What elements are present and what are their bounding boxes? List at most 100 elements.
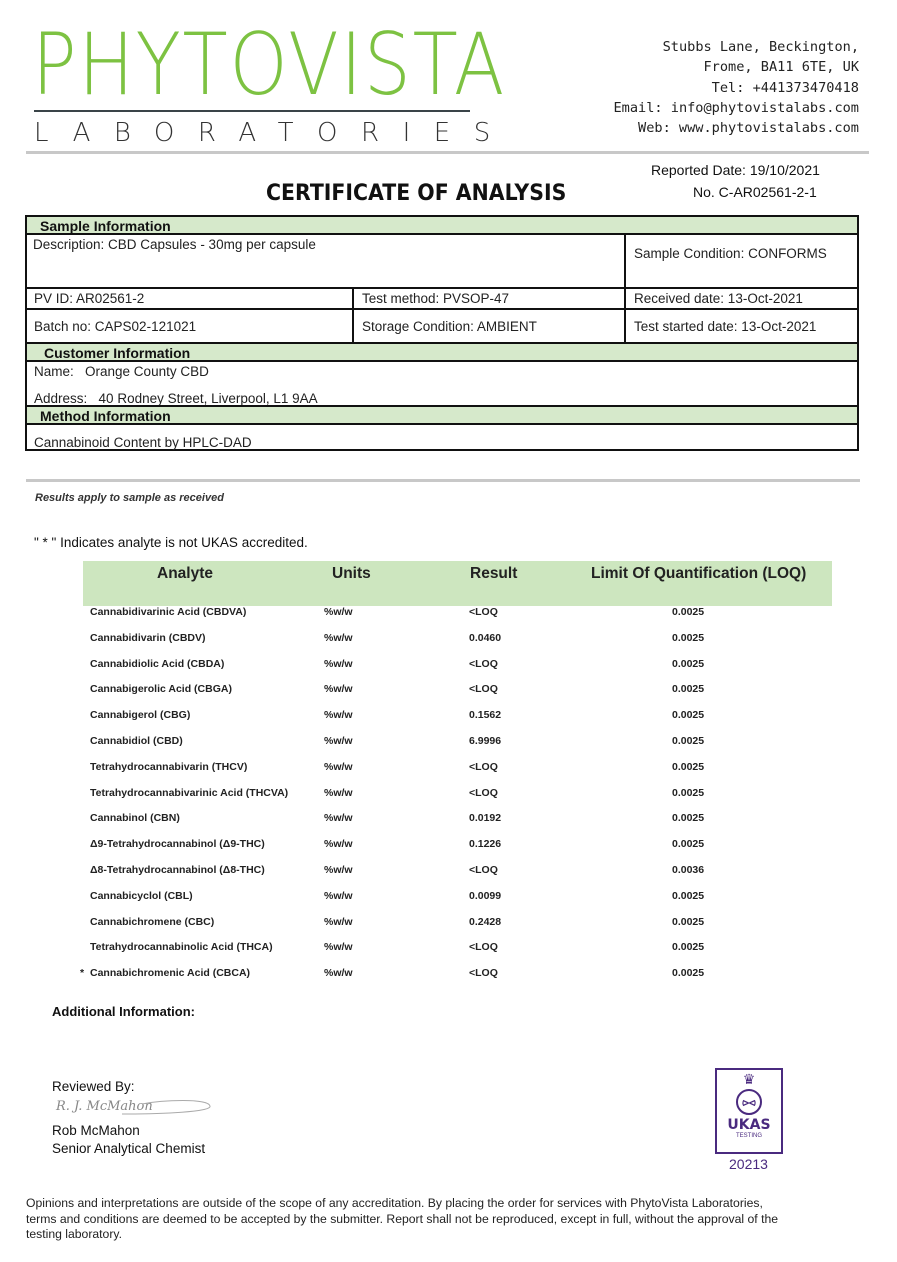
customer-name: Name: Orange County CBD xyxy=(34,364,209,379)
units: %w/w xyxy=(324,838,353,851)
signature: R. J. McMahon xyxy=(52,1096,211,1122)
result: <LOQ xyxy=(469,683,498,696)
result: <LOQ xyxy=(469,657,498,670)
result: <LOQ xyxy=(469,941,498,954)
signature-text: R. J. McMahon xyxy=(56,1099,153,1114)
loq: 0.0025 xyxy=(672,838,705,851)
analyte: Δ9-Tetrahydrocannabinol (Δ9-THC) xyxy=(90,838,265,851)
result: 0.0099 xyxy=(469,889,502,902)
loq: 0.0025 xyxy=(672,889,705,902)
units: %w/w xyxy=(324,864,353,876)
analyte: Cannabichromene (CBC) xyxy=(90,915,215,928)
logo-subtitle: LABORATORIES xyxy=(34,118,514,148)
analyte: Cannabigerol (CBG) xyxy=(90,709,191,722)
units: %w/w xyxy=(324,631,353,644)
ukas-note: " * " Indicates analyte is not UKAS accr… xyxy=(34,535,308,550)
units: %w/w xyxy=(324,941,353,954)
units: %w/w xyxy=(324,889,353,902)
analyte: Cannabidiolic Acid (CBDA) xyxy=(90,657,225,670)
result: 0.0192 xyxy=(469,812,502,825)
divider xyxy=(26,479,860,482)
batch-no: Batch no: CAPS02-121021 xyxy=(34,319,197,334)
loq: 0.0025 xyxy=(672,915,705,928)
value: Orange County CBD xyxy=(85,364,209,379)
ukas-text: UKAS xyxy=(727,1117,771,1133)
table-row: * Cannabichromenic Acid (CBCA) %w/w <LOQ 0.0… xyxy=(0,967,897,993)
table-row: Cannabicyclol (CBL) %w/w 0.0099 0.0025 xyxy=(0,890,897,916)
email: Email: info@phytovistalabs.com xyxy=(613,99,859,116)
additional-information: Additional Information: xyxy=(52,1004,195,1019)
result: 0.0460 xyxy=(469,631,502,644)
test-method: Test method: PVSOP-47 xyxy=(362,291,510,306)
units: %w/w xyxy=(324,709,353,722)
label: Name: xyxy=(34,364,74,379)
section-header-method: Method Information xyxy=(27,407,857,425)
logo: PHYTOVISTA xyxy=(32,15,507,115)
result: <LOQ xyxy=(469,760,498,773)
result: 0.1562 xyxy=(469,709,502,722)
analyte: Cannabidivarinic Acid (CBDVA) xyxy=(90,606,247,618)
reviewed-by-label: Reviewed By: xyxy=(52,1079,135,1094)
analyte: Cannabidiol (CBD) xyxy=(90,735,183,747)
units: %w/w xyxy=(324,967,353,980)
analyte: Cannabinol (CBN) xyxy=(90,812,180,825)
analyte: Tetrahydrocannabivarinic Acid (THCVA) xyxy=(90,786,289,799)
section-header-sample: Sample Information xyxy=(27,217,857,235)
analyte: Δ8-Tetrahydrocannabinol (Δ8-THC) xyxy=(90,864,265,876)
disclaimer: Opinions and interpretations are outside… xyxy=(26,1196,779,1241)
loq: 0.0025 xyxy=(672,941,705,954)
address-line: Stubbs Lane, Beckington, xyxy=(662,39,859,55)
table-row: Cannabidiol (CBD) %w/w 6.9996 0.0025 xyxy=(0,735,897,761)
pv-id: PV ID: AR02561-2 xyxy=(34,291,145,306)
table-row: Cannabinol (CBN) %w/w 0.0192 0.0025 xyxy=(0,812,897,838)
lab-address: Stubbs Lane, Beckington, Frome, BA11 6TE… xyxy=(613,37,859,138)
address-line: Frome, BA11 6TE, UK xyxy=(703,59,860,76)
divider xyxy=(27,342,857,344)
units: %w/w xyxy=(324,786,353,799)
analyte: Cannabicyclol (CBL) xyxy=(90,889,193,902)
table-row: Tetrahydrocannabivarinic Acid (THCVA) %w/… xyxy=(0,787,897,813)
row-mark: * xyxy=(80,967,85,980)
loq: 0.0025 xyxy=(672,812,705,825)
table-row: Δ8-Tetrahydrocannabinol (Δ8-THC) %w/w <LOQ… xyxy=(0,864,897,890)
divider xyxy=(27,308,857,310)
col-loq: Limit Of Quantification (LOQ) xyxy=(591,565,807,582)
results-table-header: Analyte Units Result Limit Of Quantifica… xyxy=(83,561,832,606)
logo-rule xyxy=(34,110,470,112)
units: %w/w xyxy=(324,760,353,773)
reviewer-name: Rob McMahon xyxy=(52,1123,140,1138)
result: 0.1226 xyxy=(469,838,502,851)
table-row: Cannabichromene (CBC) %w/w 0.2428 0.0025 xyxy=(0,916,897,942)
loq: 0.0025 xyxy=(672,709,705,722)
analyte: Tetrahydrocannabinolic Acid (THCA) xyxy=(90,941,273,954)
divider xyxy=(26,151,869,154)
storage-condition: Storage Condition: AMBIENT xyxy=(362,319,537,334)
ukas-logo: ♛ ⪧⪦ UKAS TESTING xyxy=(715,1068,783,1154)
units: %w/w xyxy=(324,812,353,825)
table-row: Δ9-Tetrahydrocannabinol (Δ9-THC) %w/w 0.12… xyxy=(0,838,897,864)
page-title: CERTIFICATE OF ANALYSIS xyxy=(266,181,567,206)
divider xyxy=(27,405,857,407)
table-row: Cannabidiolic Acid (CBDA) %w/w <LOQ 0.0025 xyxy=(0,658,897,684)
loq: 0.0025 xyxy=(672,786,705,799)
test-started-date: Test started date: 13-Oct-2021 xyxy=(634,319,817,334)
method-value: Cannabinoid Content by HPLC-DAD xyxy=(34,435,252,450)
col-analyte: Analyte xyxy=(157,565,213,582)
table-row: Cannabidivarin (CBDV) %w/w 0.0460 0.0025 xyxy=(0,632,897,658)
ukas-sub: TESTING xyxy=(735,1133,762,1139)
crown-icon: ♛ xyxy=(742,1071,756,1087)
loq: 0.0025 xyxy=(672,760,705,773)
received-date: Received date: 13-Oct-2021 xyxy=(634,291,803,306)
sample-condition: Sample Condition: CONFORMS xyxy=(634,246,827,261)
table-row: Cannabigerolic Acid (CBGA) %w/w <LOQ 0.0025 xyxy=(0,683,897,709)
units: %w/w xyxy=(324,606,353,618)
result: 0.2428 xyxy=(469,915,502,928)
col-units: Units xyxy=(332,565,371,582)
loq: 0.0025 xyxy=(672,735,705,747)
col-result: Result xyxy=(470,565,518,582)
loq: 0.0025 xyxy=(672,683,705,696)
label: Address: xyxy=(34,391,88,406)
units: %w/w xyxy=(324,683,353,696)
signature-stroke xyxy=(121,1100,211,1115)
